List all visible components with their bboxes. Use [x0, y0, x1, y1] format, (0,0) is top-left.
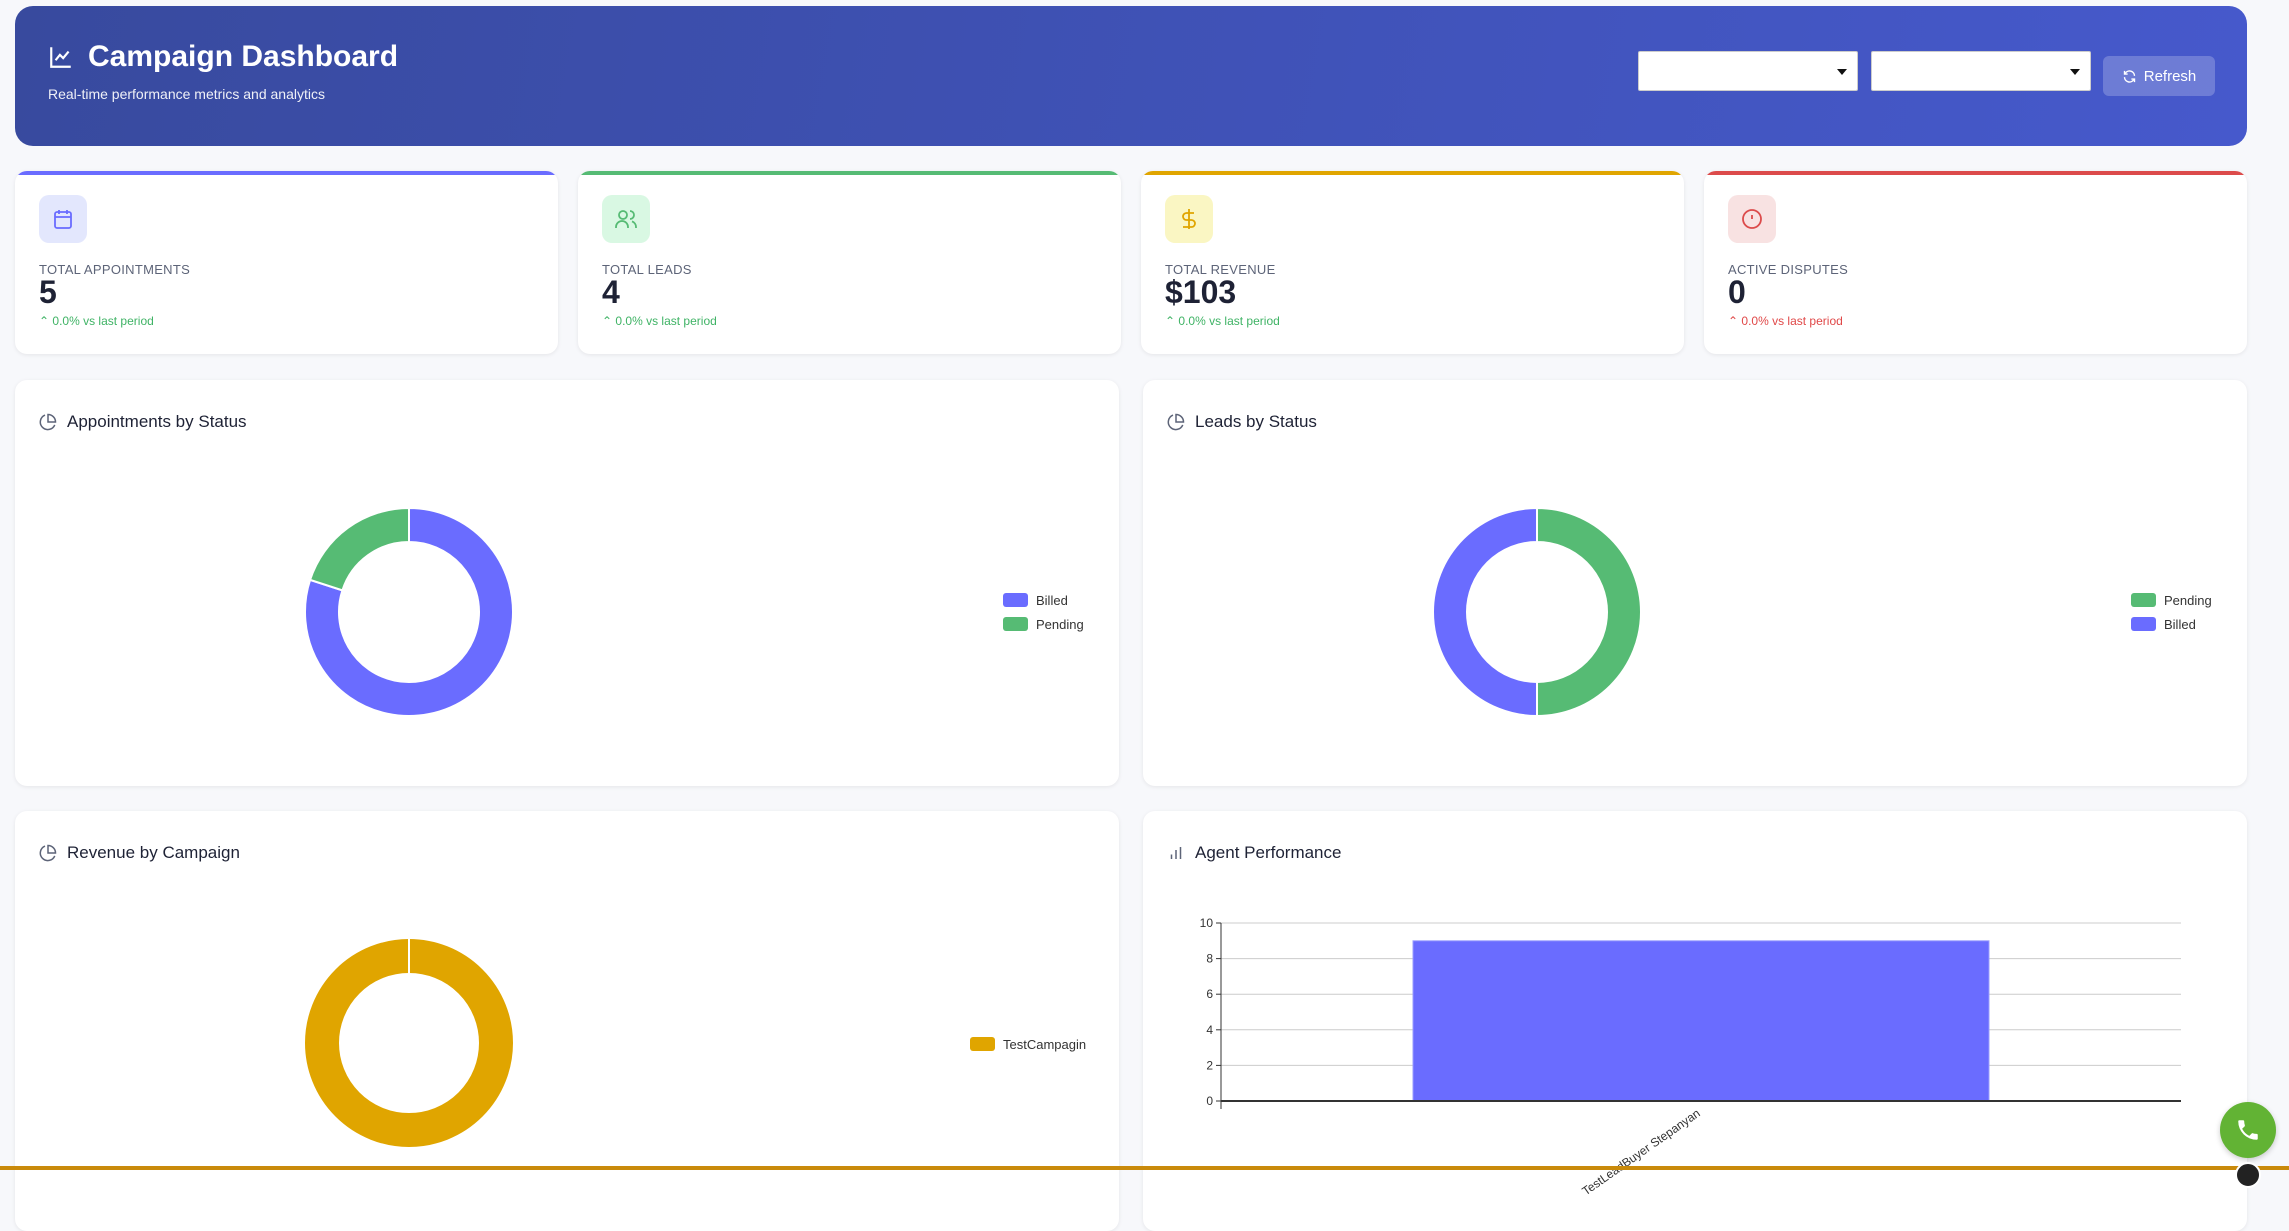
y-tick-label: 4	[1206, 1023, 1213, 1037]
stat-change: 0.0% vs last period	[615, 314, 717, 328]
calendar-icon	[54, 210, 72, 229]
legend-item[interactable]: Pending	[2131, 588, 2212, 612]
appointments-panel: Appointments by Status Billed Pending	[15, 380, 1119, 786]
stat-card: TOTAL APPOINTMENTS 5 ⌃ 0.0% vs last peri…	[15, 171, 558, 354]
accent-bar	[15, 171, 558, 175]
legend-swatch	[1003, 593, 1028, 607]
chat-widget[interactable]	[2235, 1162, 2261, 1188]
legend-label: Billed	[1036, 592, 1068, 608]
filter-select-1[interactable]	[1638, 51, 1858, 91]
accent-bar	[578, 171, 1121, 175]
panel-title: Leads by Status	[1195, 412, 1317, 431]
legend-label: Billed	[2164, 616, 2196, 632]
legend-swatch	[2131, 593, 2156, 607]
pie-chart-icon	[1167, 413, 1185, 431]
y-tick-label: 10	[1200, 916, 1214, 930]
y-tick-label: 8	[1206, 952, 1213, 966]
stat-label: TOTAL LEADS	[602, 262, 692, 277]
stat-card: TOTAL LEADS 4 ⌃ 0.0% vs last period	[578, 171, 1121, 354]
stat-value: 4	[602, 274, 620, 310]
legend: Billed Pending	[1003, 588, 1084, 636]
legend-swatch	[2131, 617, 2156, 631]
page-subtitle: Real-time performance metrics and analyt…	[48, 86, 325, 102]
legend: Pending Billed	[2131, 588, 2212, 636]
x-tick-label: TestLeadBuyer Stepanyan	[1579, 1106, 1702, 1198]
appointments-donut	[304, 506, 514, 717]
page-title: Campaign Dashboard	[88, 40, 399, 73]
leads-panel: Leads by Status Pending Billed	[1143, 380, 2247, 786]
revenue-donut	[305, 939, 513, 1147]
refresh-icon	[2123, 69, 2135, 83]
donut-slice-billed[interactable]	[304, 506, 514, 717]
donut-slice-testcampagin[interactable]	[305, 939, 513, 1147]
legend-label: Pending	[2164, 592, 2212, 608]
legend-label: TestCampagin	[1003, 1036, 1087, 1052]
legend-item[interactable]: Billed	[2131, 612, 2212, 636]
stat-label: TOTAL APPOINTMENTS	[39, 262, 191, 277]
donut-slice-pending[interactable]	[1536, 506, 1642, 718]
donut-slice-billed[interactable]	[1432, 506, 1538, 718]
legend-swatch	[1003, 617, 1028, 631]
bar[interactable]	[1412, 940, 1990, 1102]
alert-circle-icon	[1742, 209, 1762, 229]
legend-item[interactable]: TestCampagin	[970, 1032, 1086, 1056]
stat-change: 0.0% vs last period	[1741, 314, 1843, 328]
stat-change: 0.0% vs last period	[52, 314, 154, 328]
agent-performance-panel: Agent Performance 0 2 4 6 8 10 TestLeadBuyer S…	[1143, 811, 2247, 1231]
bottom-bar	[0, 1166, 2289, 1170]
y-tick-label: 6	[1206, 987, 1213, 1001]
legend: TestCampagin	[970, 1032, 1086, 1056]
legend-item[interactable]: Pending	[1003, 612, 1084, 636]
filter-select-2[interactable]	[1871, 51, 2091, 91]
leads-donut	[1432, 506, 1642, 718]
y-tick-label: 0	[1206, 1094, 1213, 1108]
pie-chart-icon	[39, 844, 57, 862]
stat-label: ACTIVE DISPUTES	[1728, 262, 1849, 277]
refresh-button[interactable]: Refresh	[2103, 56, 2215, 96]
agent-bar-chart: 0 2 4 6 8 10 TestLeadBuyer Stepanyan	[1200, 916, 2181, 1198]
pie-chart-icon	[39, 413, 57, 431]
accent-bar	[1704, 171, 2247, 175]
phone-icon	[2238, 1120, 2258, 1140]
stat-card: TOTAL REVENUE $103 ⌃ 0.0% vs last period	[1141, 171, 1684, 354]
stat-change: 0.0% vs last period	[1178, 314, 1280, 328]
trend-up-icon: ⌃	[602, 314, 613, 328]
trend-up-icon: ⌃	[1165, 314, 1176, 328]
stat-value: 0	[1728, 274, 1746, 310]
trend-up-icon: ⌃	[39, 314, 50, 328]
users-icon	[615, 210, 637, 228]
stat-label: TOTAL REVENUE	[1165, 262, 1276, 277]
dollar-icon	[1182, 209, 1196, 229]
stat-card: ACTIVE DISPUTES 0 ⌃ 0.0% vs last period	[1704, 171, 2247, 354]
donut-slice-pending[interactable]	[308, 506, 410, 592]
accent-bar	[1141, 171, 1684, 175]
revenue-panel: Revenue by Campaign TestCampagin	[15, 811, 1119, 1231]
trend-up-icon: ⌃	[1728, 314, 1739, 328]
legend-swatch	[970, 1037, 995, 1051]
bar-chart-icon	[1170, 847, 1182, 859]
stat-value: 5	[39, 274, 57, 310]
stat-value: $103	[1165, 274, 1237, 310]
line-chart-icon	[50, 47, 71, 68]
panel-title: Revenue by Campaign	[67, 843, 240, 862]
panel-title: Agent Performance	[1195, 843, 1342, 862]
legend-label: Pending	[1036, 616, 1084, 632]
dashboard-header: Campaign Dashboard Real-time performance…	[15, 6, 2247, 146]
panel-title: Appointments by Status	[67, 412, 247, 431]
legend-item[interactable]: Billed	[1003, 588, 1084, 612]
y-tick-label: 2	[1206, 1058, 1213, 1072]
call-button[interactable]	[2220, 1102, 2276, 1158]
